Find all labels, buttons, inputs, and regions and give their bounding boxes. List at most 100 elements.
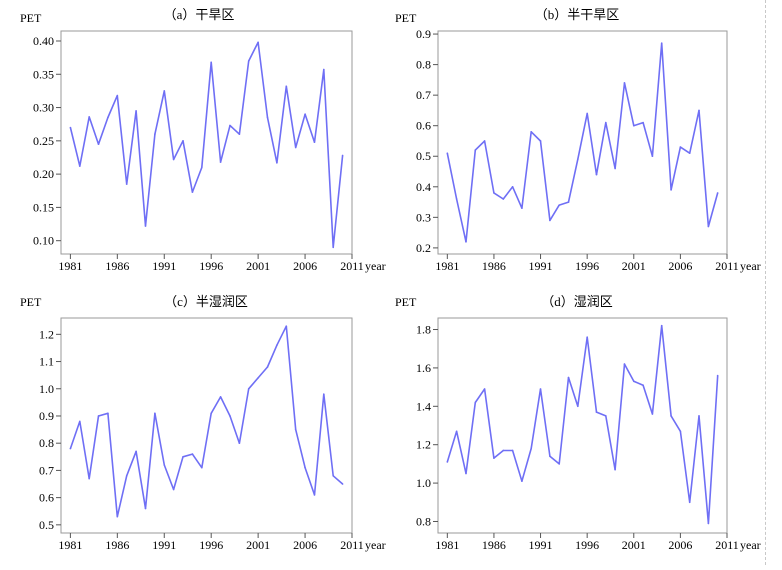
data-point bbox=[483, 388, 486, 390]
data-point bbox=[210, 61, 212, 64]
data-point bbox=[172, 158, 175, 161]
data-point bbox=[642, 384, 644, 386]
y-tick-label: 0.10 bbox=[33, 234, 54, 248]
data-point bbox=[716, 374, 719, 377]
chart-panel-2: （b）半干旱区 PET 0.2 0.3 0.4 0.5 0.6 0.7 0.8 0.9 1981 19… bbox=[395, 7, 761, 273]
x-tick-label: 1991 bbox=[529, 259, 553, 273]
data-point bbox=[266, 366, 269, 368]
y-tick-label: 0.20 bbox=[33, 167, 54, 181]
y-tick-label: 1.1 bbox=[39, 355, 54, 369]
y-tick-label: 0.9 bbox=[39, 409, 54, 423]
data-point bbox=[493, 457, 495, 459]
data-point bbox=[144, 507, 147, 510]
chart-title: （b）半干旱区 bbox=[535, 7, 620, 22]
series-line bbox=[69, 325, 344, 518]
data-point bbox=[294, 428, 297, 431]
data-point bbox=[670, 189, 672, 191]
data-point bbox=[116, 94, 119, 97]
data-point bbox=[539, 388, 542, 390]
x-tick-label: 2011 bbox=[340, 538, 364, 552]
data-point bbox=[465, 240, 467, 243]
page-edge-divider bbox=[765, 0, 766, 565]
x-tick-label: 2011 bbox=[715, 538, 739, 552]
chart-title: （c）半湿润区 bbox=[164, 294, 248, 309]
x-tick-label: 2006 bbox=[293, 259, 317, 273]
x-tick-label: 1981 bbox=[58, 538, 82, 552]
data-point bbox=[182, 140, 184, 142]
data-point bbox=[323, 393, 325, 396]
data-point bbox=[595, 411, 598, 413]
x-tick-label: 1986 bbox=[105, 259, 129, 273]
data-point bbox=[632, 380, 635, 383]
data-point bbox=[549, 219, 551, 222]
data-point bbox=[116, 515, 119, 518]
data-point bbox=[549, 455, 551, 458]
plot-frame bbox=[437, 30, 728, 255]
data-point bbox=[642, 121, 644, 124]
x-tick-label: 2011 bbox=[715, 259, 739, 273]
x-tick-label: 1996 bbox=[575, 538, 599, 552]
x-tick-label: 1991 bbox=[529, 538, 553, 552]
data-point bbox=[511, 185, 514, 188]
data-point bbox=[679, 430, 682, 433]
data-point bbox=[716, 192, 719, 194]
data-point bbox=[539, 140, 542, 142]
data-point bbox=[614, 167, 616, 170]
data-point bbox=[688, 501, 691, 504]
data-point bbox=[651, 155, 654, 158]
x-tick-label: 2006 bbox=[668, 538, 692, 552]
y-axis-label: PET bbox=[20, 295, 42, 309]
y-tick-label: 0.8 bbox=[416, 514, 431, 528]
data-point bbox=[247, 387, 250, 390]
data-point bbox=[558, 204, 560, 206]
data-point bbox=[182, 455, 184, 458]
y-tick-label: 0.8 bbox=[416, 58, 431, 72]
data-point bbox=[521, 480, 523, 482]
series-line bbox=[69, 41, 344, 249]
data-point bbox=[323, 68, 325, 71]
data-point bbox=[285, 85, 288, 88]
x-tick-label: 2001 bbox=[246, 538, 270, 552]
x-tick-label: 2006 bbox=[668, 259, 692, 273]
data-point bbox=[670, 415, 672, 417]
data-point bbox=[125, 183, 128, 185]
data-point bbox=[341, 483, 344, 485]
data-point bbox=[332, 246, 335, 249]
data-point bbox=[304, 466, 306, 469]
data-point bbox=[332, 475, 335, 477]
x-axis-label: year bbox=[365, 538, 386, 552]
data-point bbox=[172, 488, 175, 491]
chart-panel-4: （d）湿润区 PET 0.8 1.0 1.2 1.4 1.6 1.8 1981 1986 1991 1… bbox=[395, 294, 761, 552]
x-tick-label: 2001 bbox=[246, 259, 270, 273]
data-point bbox=[502, 449, 505, 452]
data-point bbox=[446, 152, 449, 154]
y-tick-label: 0.7 bbox=[416, 88, 431, 102]
x-tick-label: 1986 bbox=[105, 538, 129, 552]
y-tick-label: 1.0 bbox=[39, 382, 54, 396]
data-point bbox=[78, 420, 81, 423]
data-point bbox=[135, 110, 137, 112]
y-tick-label: 0.2 bbox=[416, 241, 431, 255]
x-tick-label: 1981 bbox=[435, 538, 459, 552]
data-point bbox=[266, 116, 269, 119]
data-point bbox=[69, 447, 72, 450]
data-point bbox=[474, 401, 477, 404]
data-point bbox=[605, 121, 607, 124]
data-point bbox=[257, 41, 259, 44]
data-point bbox=[135, 450, 137, 453]
data-point bbox=[304, 113, 306, 116]
x-tick-label: 1991 bbox=[152, 259, 176, 273]
data-point bbox=[679, 146, 682, 148]
y-tick-label: 0.4 bbox=[416, 180, 431, 194]
y-tick-label: 0.40 bbox=[33, 34, 54, 48]
data-point bbox=[698, 109, 700, 112]
data-point bbox=[521, 207, 523, 209]
y-tick-label: 0.30 bbox=[33, 101, 54, 115]
y-tick-label: 0.3 bbox=[416, 210, 431, 224]
y-tick-label: 1.8 bbox=[416, 323, 431, 337]
y-tick-label: 0.5 bbox=[39, 518, 54, 532]
data-point bbox=[144, 225, 147, 227]
y-tick-label: 0.5 bbox=[416, 149, 431, 163]
data-point bbox=[455, 198, 458, 200]
